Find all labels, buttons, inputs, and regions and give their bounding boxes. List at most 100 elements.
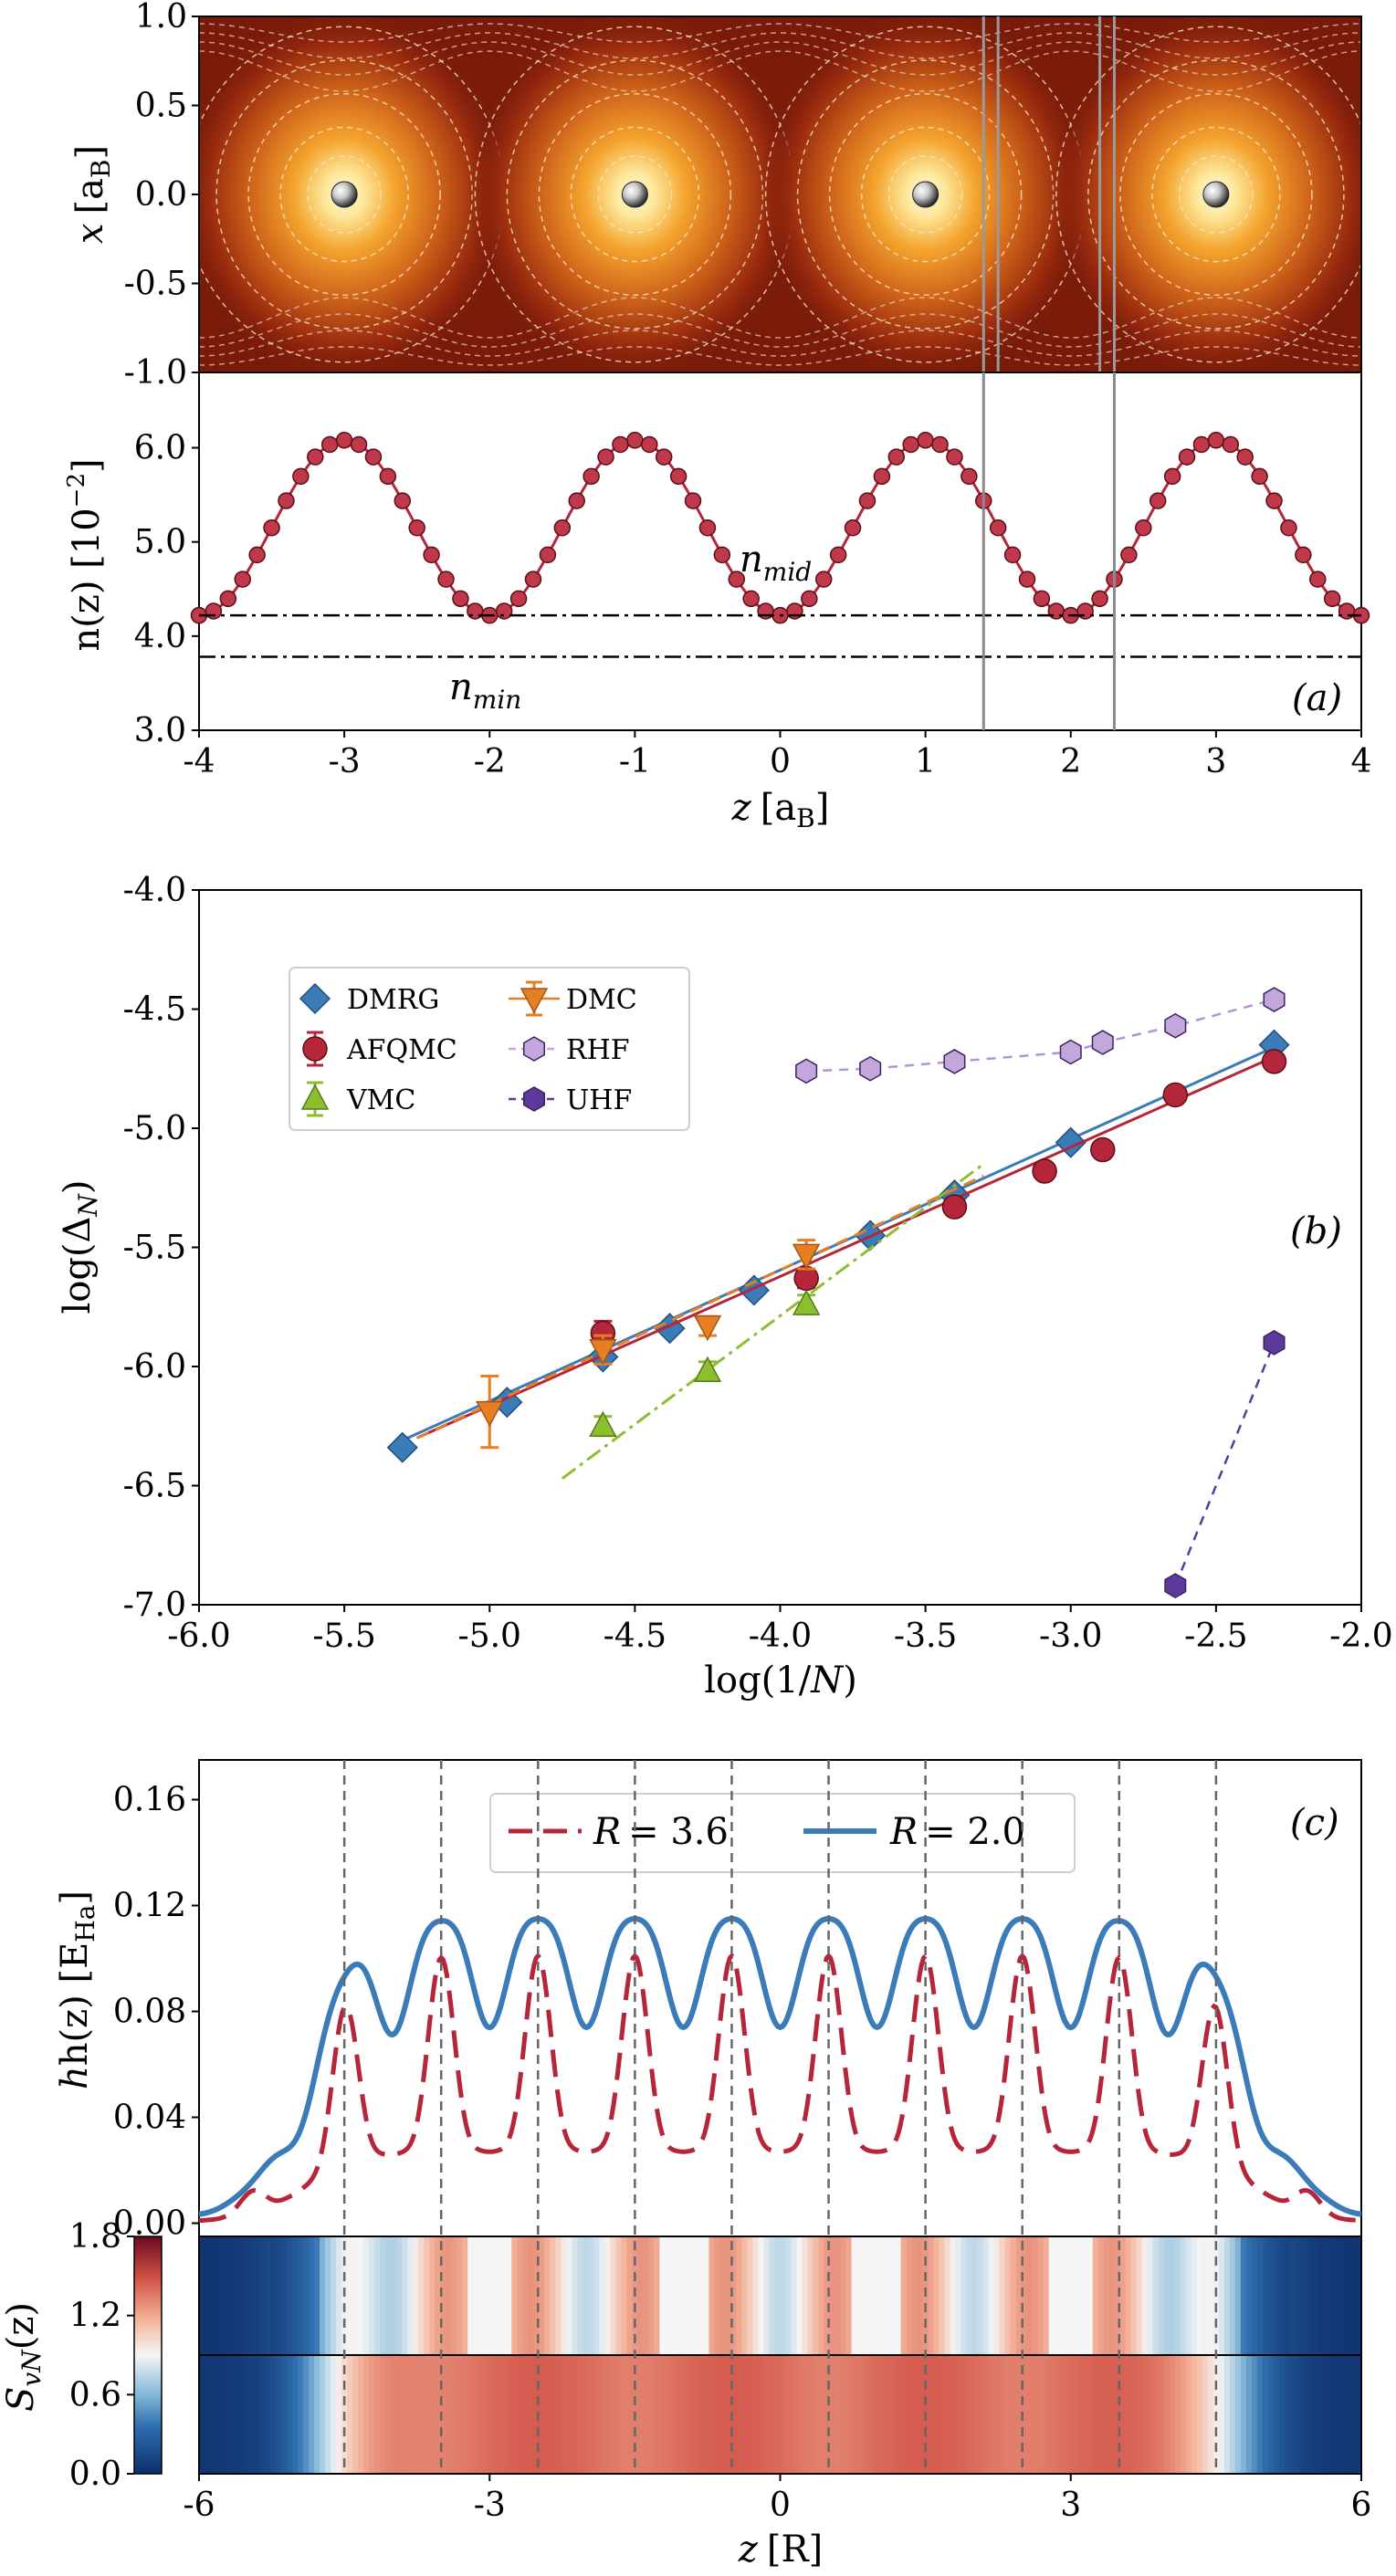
- gap-y-tick-label: -7.0: [123, 1586, 186, 1624]
- legend-marker-dmc: [520, 988, 549, 1014]
- entropy-cell: [791, 2355, 798, 2474]
- entropy-cell: [402, 2355, 408, 2474]
- entropy-heatmap: [199, 2236, 1362, 2474]
- entropy-cell: [687, 2236, 694, 2355]
- entropy-cell: [599, 2236, 606, 2355]
- density-point: [1003, 546, 1022, 564]
- entropy-cell: [1043, 2355, 1050, 2474]
- entropy-cell: [1218, 2355, 1225, 2474]
- entropy-x-ticks: -6 -3 0 3 6: [183, 2474, 1371, 2524]
- entropy-cell: [566, 2355, 573, 2474]
- data-point: [1263, 987, 1286, 1012]
- entropy-cell: [977, 2355, 984, 2474]
- entropy-cell: [226, 2355, 233, 2474]
- entropy-cell: [889, 2236, 897, 2355]
- entropy-cell: [867, 2236, 875, 2355]
- density-y-tick-label: 6.0: [134, 430, 186, 467]
- entropy-cell: [462, 2236, 469, 2355]
- entropy-cell: [1010, 2355, 1017, 2474]
- gap-x-tick-label: -4.5: [604, 1618, 667, 1655]
- density-point: [394, 492, 412, 509]
- density-point: [539, 546, 557, 564]
- entropy-cell: [615, 2355, 623, 2474]
- entropy-cell: [1092, 2355, 1099, 2474]
- density-curve: [198, 438, 1362, 617]
- density-point: [946, 448, 963, 466]
- density-point: [568, 492, 585, 509]
- entropy-cell: [588, 2236, 595, 2355]
- entropy-cell: [763, 2355, 771, 2474]
- entropy-cell: [380, 2355, 386, 2474]
- contour-line: [1087, 59, 1345, 330]
- density-point: [335, 432, 353, 449]
- entropy-cell: [604, 2355, 612, 2474]
- panel-a-label: (a): [1292, 677, 1342, 719]
- entropy-cell: [1234, 2236, 1242, 2355]
- density-x-tick-label: -1: [619, 743, 651, 780]
- entropy-cell: [939, 2355, 946, 2474]
- entropy-cell: [347, 2236, 353, 2355]
- entropy-cell: [1234, 2355, 1242, 2474]
- density-x-tick-label: -4: [183, 743, 215, 780]
- entropy-cell: [199, 2355, 205, 2474]
- entropy-cell: [774, 2355, 782, 2474]
- data-point: [1090, 1136, 1116, 1163]
- entropy-cell: [457, 2236, 464, 2355]
- entropy-cell: [703, 2236, 710, 2355]
- density-point: [1192, 435, 1211, 454]
- entropy-cell: [692, 2236, 699, 2355]
- entropy-cell: [1196, 2236, 1203, 2355]
- entropy-cell: [593, 2355, 601, 2474]
- entropy-cell: [747, 2236, 754, 2355]
- entropy-cell: [506, 2355, 513, 2474]
- entropy-cell: [999, 2355, 1006, 2474]
- entropy-cell: [495, 2236, 502, 2355]
- data-point: [941, 1194, 968, 1220]
- legend-marker-afqmc: [302, 1036, 328, 1062]
- entropy-cell: [867, 2355, 875, 2474]
- entropy-cell: [1289, 2355, 1296, 2474]
- density-y-tick-label: 3.0: [134, 712, 186, 749]
- density-point: [931, 435, 949, 454]
- entropy-cell: [752, 2355, 760, 2474]
- entropy-cell: [358, 2355, 364, 2474]
- entropy-cell: [955, 2355, 962, 2474]
- contour-line: [199, 32, 1361, 59]
- entropy-cell: [1317, 2236, 1324, 2355]
- contour-line: [828, 93, 1023, 296]
- density-point: [1236, 448, 1254, 466]
- entropy-cell: [1169, 2236, 1176, 2355]
- entropy-cell: [1108, 2355, 1116, 2474]
- entropy-cell: [1010, 2236, 1017, 2355]
- density-point: [278, 492, 295, 509]
- entropy-cell: [1015, 2236, 1023, 2355]
- entropy-cell: [1256, 2236, 1264, 2355]
- nucleus-1: [331, 181, 358, 208]
- gap-x-tick-label: -5.0: [458, 1618, 521, 1655]
- density-point: [509, 590, 528, 608]
- entropy-cell: [1267, 2236, 1275, 2355]
- entropy-cell: [873, 2236, 880, 2355]
- data-point: [1164, 1573, 1187, 1598]
- entropy-cell: [829, 2355, 836, 2474]
- energy-y-tick-label: 0.16: [113, 1782, 186, 1819]
- data-point: [1162, 1082, 1189, 1108]
- entropy-cell: [796, 2236, 803, 2355]
- gap-y-tick-label: -6.0: [123, 1348, 186, 1386]
- entropy-cell: [446, 2236, 453, 2355]
- legend-label-vmc: VMC: [346, 1084, 415, 1116]
- entropy-cell: [1086, 2355, 1094, 2474]
- entropy-cell: [221, 2355, 227, 2474]
- entropy-cell: [363, 2236, 370, 2355]
- entropy-cell: [769, 2236, 776, 2355]
- nucleus-3: [912, 181, 939, 208]
- entropy-x-tick-label: -3: [474, 2487, 506, 2524]
- entropy-cell: [1322, 2355, 1329, 2474]
- entropy-cell: [550, 2355, 557, 2474]
- fit-line: [416, 1055, 1275, 1440]
- entropy-cell: [1026, 2355, 1034, 2474]
- entropy-cell: [270, 2236, 277, 2355]
- entropy-cell: [993, 2236, 1001, 2355]
- gap-x-tick-label: -5.5: [312, 1618, 375, 1655]
- entropy-cell: [270, 2355, 277, 2474]
